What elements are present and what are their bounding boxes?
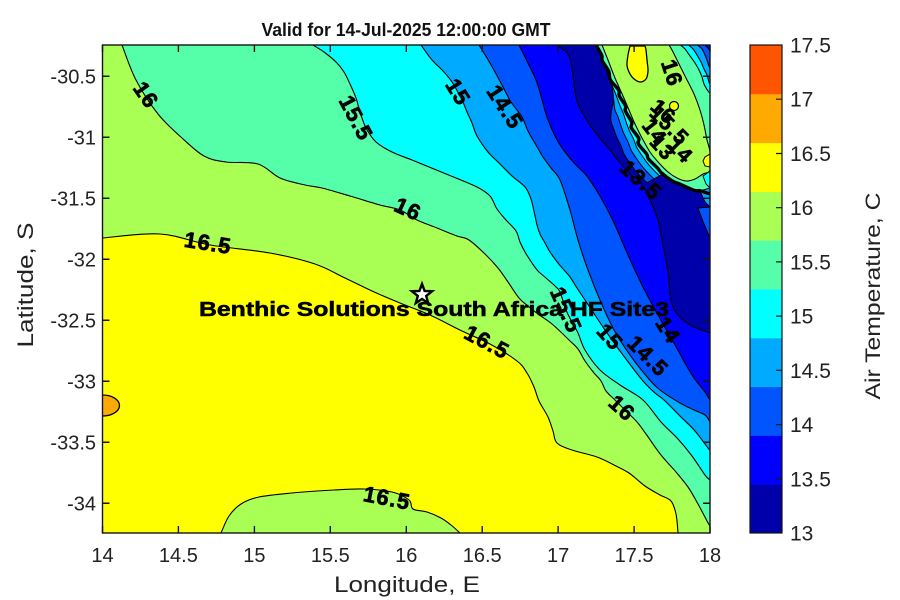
svg-text:15.5: 15.5 [311,545,350,567]
svg-text:-30.5: -30.5 [50,66,96,88]
svg-text:Latitude, S: Latitude, S [13,223,38,348]
svg-text:16.5: 16.5 [463,545,502,567]
svg-text:Valid for 14-Jul-2025 12:00:00: Valid for 14-Jul-2025 12:00:00 GMT [262,20,551,40]
svg-text:-33: -33 [67,371,96,393]
svg-text:16: 16 [790,197,813,220]
svg-text:17.5: 17.5 [790,35,831,58]
svg-text:-31.5: -31.5 [50,188,96,210]
svg-text:18: 18 [699,545,721,567]
svg-text:17.5: 17.5 [615,545,654,567]
svg-text:-32: -32 [67,249,96,271]
svg-text:14.5: 14.5 [159,545,198,567]
svg-text:-32.5: -32.5 [50,310,96,332]
svg-text:13: 13 [790,523,813,546]
svg-text:17: 17 [547,545,569,567]
svg-text:-34: -34 [67,493,96,515]
svg-text:16: 16 [395,545,417,567]
svg-text:16.5: 16.5 [790,143,831,166]
svg-text:17: 17 [790,89,813,112]
svg-text:15: 15 [790,306,813,329]
svg-text:14: 14 [790,414,814,437]
svg-text:14.5: 14.5 [790,360,831,383]
svg-text:Longitude, E: Longitude, E [334,572,480,597]
svg-text:Air Temperature, C: Air Temperature, C [862,193,885,400]
svg-text:15.5: 15.5 [790,251,831,274]
svg-text:-31: -31 [67,127,96,149]
svg-text:13.5: 13.5 [790,468,831,491]
svg-text:15: 15 [243,545,265,567]
svg-text:Benthic Solutions South Africa: Benthic Solutions South Africa HF Site3 [199,298,669,321]
svg-text:-33.5: -33.5 [50,432,96,454]
svg-text:14: 14 [91,545,113,567]
